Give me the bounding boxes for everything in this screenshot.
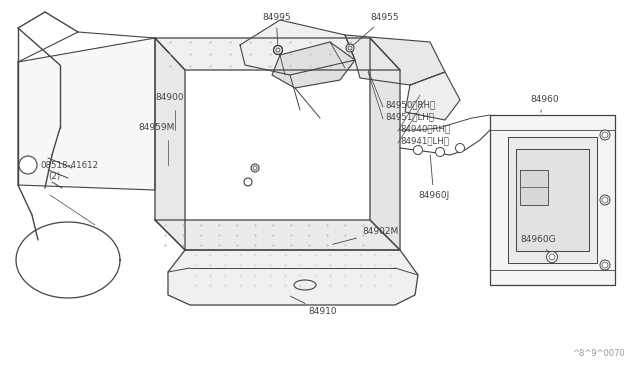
Circle shape <box>435 148 445 157</box>
Polygon shape <box>516 149 589 251</box>
Circle shape <box>600 130 610 140</box>
Text: ^8^9^0070: ^8^9^0070 <box>572 349 625 358</box>
Text: 84960: 84960 <box>530 96 559 112</box>
Text: 84902M: 84902M <box>333 228 398 244</box>
Polygon shape <box>240 20 355 75</box>
Text: 84960G: 84960G <box>520 235 556 256</box>
Polygon shape <box>155 38 400 70</box>
Polygon shape <box>520 170 548 205</box>
Text: 84960J: 84960J <box>418 155 449 199</box>
Circle shape <box>600 260 610 270</box>
Circle shape <box>547 251 557 263</box>
Text: 84900: 84900 <box>155 93 184 102</box>
Polygon shape <box>345 35 445 85</box>
Circle shape <box>273 45 282 55</box>
Text: 84941〈LH〉: 84941〈LH〉 <box>400 137 449 145</box>
Polygon shape <box>405 72 460 120</box>
Text: 84951〈LH〉: 84951〈LH〉 <box>385 112 434 122</box>
Text: 84940〈RH〉: 84940〈RH〉 <box>400 125 450 134</box>
Text: (2): (2) <box>48 173 60 182</box>
Polygon shape <box>272 42 355 88</box>
Circle shape <box>413 145 422 154</box>
Polygon shape <box>155 38 185 250</box>
Polygon shape <box>18 38 155 190</box>
Circle shape <box>251 164 259 172</box>
Polygon shape <box>168 250 418 305</box>
Text: 08518-41612: 08518-41612 <box>40 160 98 170</box>
Polygon shape <box>490 115 615 285</box>
Text: 84959M: 84959M <box>138 124 174 132</box>
Text: 84950〈RH〉: 84950〈RH〉 <box>385 100 435 109</box>
Polygon shape <box>370 38 400 250</box>
Circle shape <box>346 44 354 52</box>
Text: S: S <box>26 160 30 170</box>
Circle shape <box>456 144 465 153</box>
Circle shape <box>600 195 610 205</box>
Text: 84955: 84955 <box>352 13 399 46</box>
Polygon shape <box>155 220 400 250</box>
Text: 84995: 84995 <box>262 13 291 47</box>
Polygon shape <box>508 137 597 263</box>
Text: 84910: 84910 <box>291 296 337 317</box>
Circle shape <box>19 156 37 174</box>
Circle shape <box>244 178 252 186</box>
